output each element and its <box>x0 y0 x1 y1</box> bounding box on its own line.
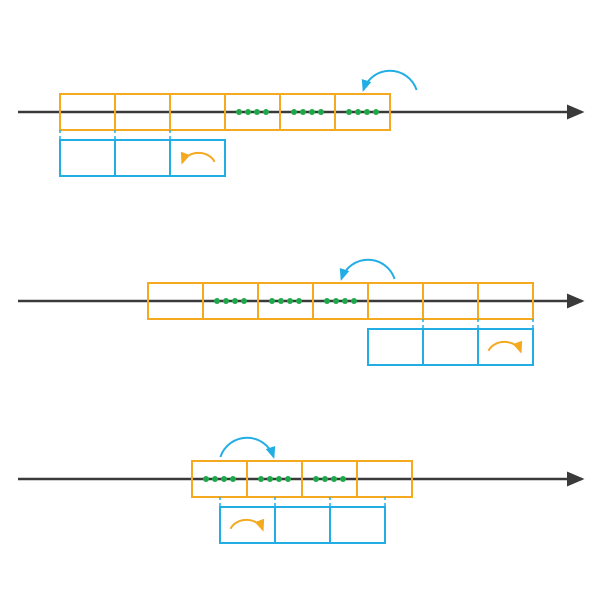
diagram-root <box>0 0 600 600</box>
